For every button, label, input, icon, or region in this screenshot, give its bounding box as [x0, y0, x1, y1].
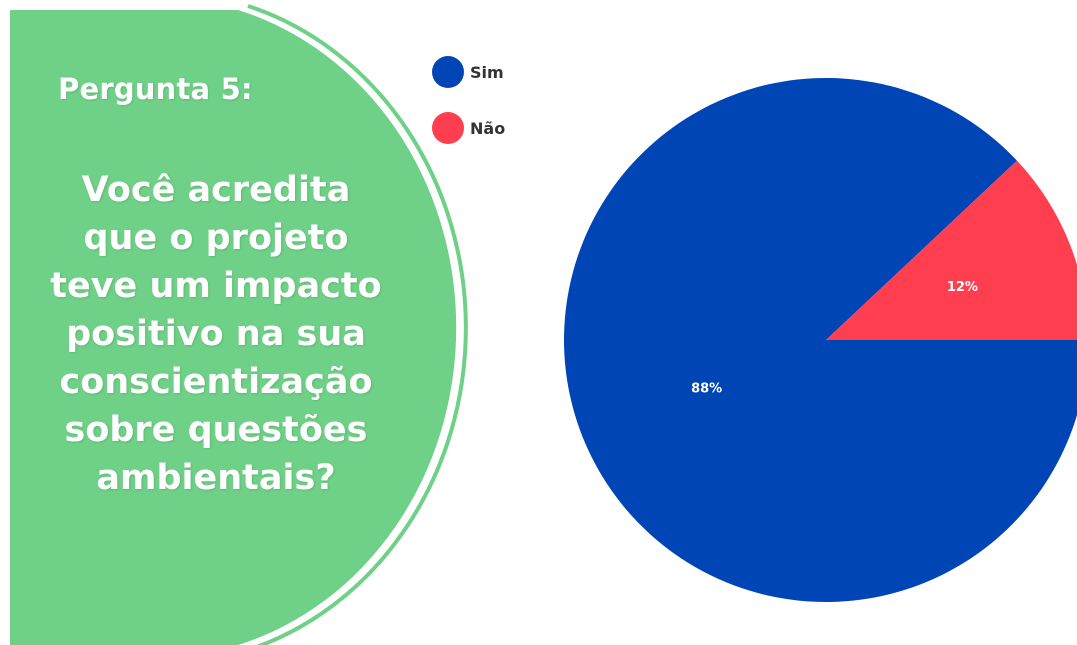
question-line: positivo na sua: [66, 314, 366, 354]
question-line: ambientais?: [96, 458, 336, 498]
legend-label-sim: Sim: [470, 62, 504, 82]
legend-item-nao: Não: [432, 111, 505, 145]
pie-slice-sim: [564, 78, 1077, 602]
chart-legend: Sim Não: [432, 55, 505, 167]
legend-swatch-sim: [432, 56, 464, 88]
question-line: Você acredita: [81, 170, 351, 210]
pie-slice-nao: [826, 160, 1077, 340]
question-line: conscientização: [59, 362, 373, 402]
pie-label-nao: 12%: [947, 280, 978, 295]
legend-swatch-nao: [432, 112, 464, 144]
question-line: sobre questões: [64, 410, 368, 450]
legend-item-sim: Sim: [432, 55, 505, 89]
question-line: teve um impacto: [50, 266, 382, 306]
green-semicircle-panel: [10, 10, 457, 645]
question-line: que o projeto: [83, 218, 349, 258]
green-outer-ring: [247, 4, 468, 645]
question-number: Pergunta 5:: [58, 72, 253, 106]
pie-label-sim: 88%: [691, 381, 722, 396]
legend-label-nao: Não: [470, 118, 506, 138]
question-text: Você acredita que o projeto teve um impa…: [36, 166, 396, 502]
